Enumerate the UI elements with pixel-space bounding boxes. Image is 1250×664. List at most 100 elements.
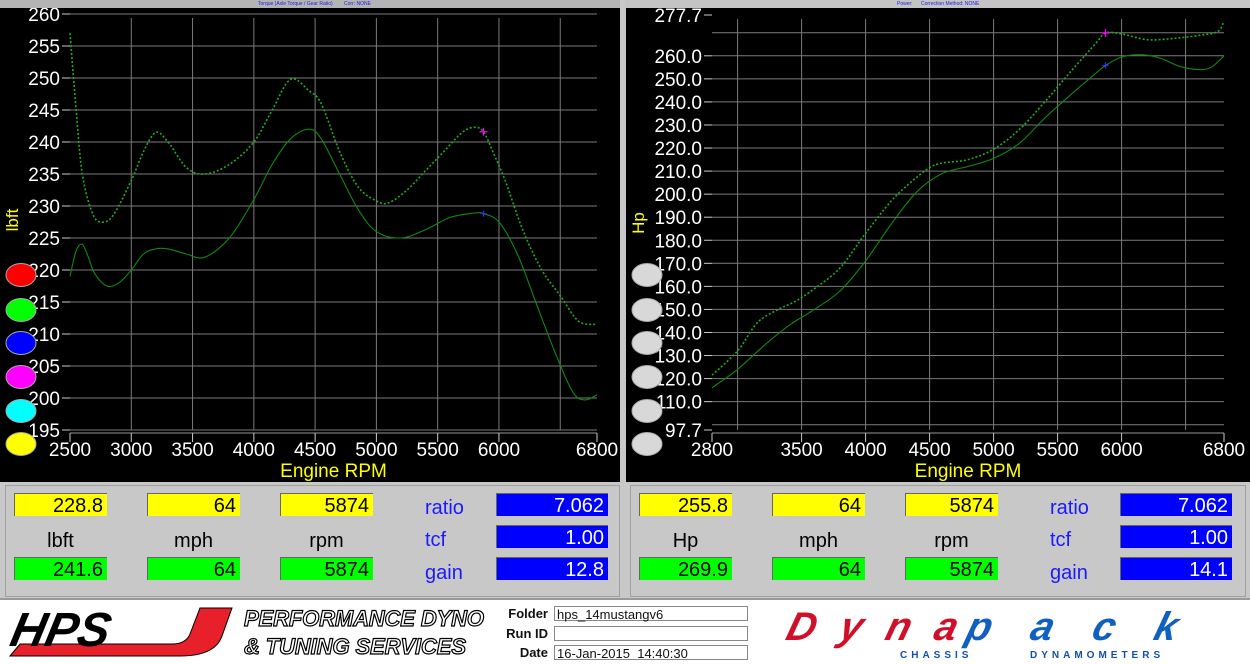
run-selector-swatch[interactable] bbox=[631, 331, 663, 355]
run-selector-swatch[interactable] bbox=[631, 263, 663, 287]
x-tick-label: 5500 bbox=[417, 440, 459, 461]
y-tick-label: 277.7 bbox=[654, 8, 702, 27]
y-tick-label: 245 bbox=[28, 101, 60, 122]
y-tick-label: 260 bbox=[28, 8, 60, 26]
x-tick-label: 3500 bbox=[171, 440, 213, 461]
power-chart[interactable]: 97.7 110.0 120.0 130.0 140.0 150.0 160.0 170.0 1… bbox=[626, 8, 1250, 482]
x-tick-label: 5500 bbox=[1036, 440, 1078, 461]
x-axis-label: Engine RPM bbox=[280, 461, 387, 482]
gain-value[interactable]: 12.8 bbox=[496, 557, 608, 581]
unit-rpm: rpm bbox=[934, 530, 969, 552]
hps-tagline-1: PERFORMANCE DYNO bbox=[244, 606, 484, 631]
y-tick-label: 240.0 bbox=[654, 93, 702, 114]
cursor-marker-max bbox=[479, 127, 488, 136]
max-mph-value: 64 bbox=[772, 557, 865, 581]
power-corr: Correction Method: NONE bbox=[921, 1, 980, 7]
run-selector-swatch[interactable] bbox=[5, 365, 37, 389]
y-axis-label: lbft bbox=[3, 208, 22, 231]
dynapack-logo: Dyna pack CHASSIS DYNAMOMETERS bbox=[785, 604, 1186, 661]
dynapack-sub-2: DYNAMOMETERS bbox=[1030, 650, 1164, 661]
y-tick-label: 130.0 bbox=[654, 347, 702, 368]
x-axis-label: Engine RPM bbox=[915, 461, 1022, 482]
gain-label: gain bbox=[1050, 562, 1088, 584]
torque-corr: Corr: NONE bbox=[344, 1, 371, 7]
unit-mph: mph bbox=[174, 530, 213, 552]
footer: HPS PERFORMANCE DYNO & TUNING SERVICES F… bbox=[0, 598, 1250, 664]
run-selector-swatch[interactable] bbox=[5, 399, 37, 423]
y-tick-label: 235 bbox=[28, 165, 60, 186]
x-tick-label: 6000 bbox=[478, 440, 520, 461]
dynapack-logo-dyna: Dyna bbox=[785, 604, 964, 649]
ratio-value[interactable]: 7.062 bbox=[1120, 493, 1232, 517]
current-power-value: 255.8 bbox=[639, 493, 732, 517]
x-tick-label: 4500 bbox=[908, 440, 950, 461]
cursor-marker-current bbox=[480, 210, 487, 217]
y-tick-label: 205 bbox=[28, 357, 60, 378]
run-selector-swatch[interactable] bbox=[631, 399, 663, 423]
max-torque-value: 241.6 bbox=[14, 557, 107, 581]
unit-rpm: rpm bbox=[309, 530, 344, 552]
max-curve bbox=[69, 33, 598, 326]
x-tick-label: 5000 bbox=[972, 440, 1014, 461]
max-rpm-value: 5874 bbox=[280, 557, 373, 581]
unit-mph: mph bbox=[799, 530, 838, 552]
y-tick-label: 195 bbox=[28, 421, 60, 442]
run-selector-swatch[interactable] bbox=[5, 298, 37, 322]
x-tick-label: 2800 bbox=[691, 440, 733, 461]
tcf-label: tcf bbox=[425, 529, 447, 551]
cursor-marker-current bbox=[1102, 62, 1109, 69]
y-tick-label: 230.0 bbox=[654, 116, 702, 137]
current-curve bbox=[711, 54, 1225, 389]
x-tick-label: 6800 bbox=[576, 440, 618, 461]
x-tick-label: 4000 bbox=[233, 440, 275, 461]
y-tick-label: 97.7 bbox=[665, 421, 702, 442]
run-selector-swatch[interactable] bbox=[5, 331, 37, 355]
current-rpm-value: 5874 bbox=[280, 493, 373, 517]
run-selector-swatch[interactable] bbox=[5, 432, 37, 456]
runid-field[interactable] bbox=[554, 626, 748, 641]
dynapack-logo-pack: pack bbox=[961, 604, 1186, 649]
ratio-label: ratio bbox=[1050, 497, 1089, 519]
run-selector-swatch[interactable] bbox=[631, 298, 663, 322]
y-tick-label: 230 bbox=[28, 197, 60, 218]
y-tick-label: 180.0 bbox=[654, 231, 702, 252]
gain-value[interactable]: 14.1 bbox=[1120, 557, 1232, 581]
y-tick-label: 220.0 bbox=[654, 139, 702, 160]
x-tick-label: 3500 bbox=[780, 440, 822, 461]
hps-tagline-2: & TUNING SERVICES bbox=[244, 634, 466, 659]
unit-hp: Hp bbox=[672, 530, 699, 552]
tcf-value[interactable]: 1.00 bbox=[496, 525, 608, 549]
ratio-label: ratio bbox=[425, 497, 464, 519]
run-selector-swatch[interactable] bbox=[631, 432, 663, 456]
run-selector-swatch[interactable] bbox=[631, 365, 663, 389]
max-curve bbox=[711, 20, 1225, 376]
torque-chart-svg: 1952002052102152202252302352402452502552… bbox=[3, 8, 618, 482]
current-rpm-value: 5874 bbox=[905, 493, 998, 517]
x-tick-label: 4500 bbox=[294, 440, 336, 461]
current-mph-value: 64 bbox=[772, 493, 865, 517]
y-tick-label: 110.0 bbox=[656, 393, 702, 414]
gain-label: gain bbox=[425, 562, 463, 584]
y-tick-label: 150.0 bbox=[654, 300, 702, 321]
y-tick-label: 200 bbox=[28, 389, 60, 410]
y-tick-label: 140.0 bbox=[654, 323, 702, 344]
current-curve bbox=[69, 128, 598, 401]
x-tick-label: 2500 bbox=[49, 440, 91, 461]
y-tick-label: 120.0 bbox=[654, 370, 702, 391]
ratio-value[interactable]: 7.062 bbox=[496, 493, 608, 517]
torque-title: Torque (Axle Torque / Gear Ratio) bbox=[258, 1, 333, 7]
y-tick-label: 160.0 bbox=[654, 277, 702, 298]
tcf-value[interactable]: 1.00 bbox=[1120, 525, 1232, 549]
date-field[interactable]: 16-Jan-2015 14:40:30 bbox=[554, 645, 748, 661]
folder-field[interactable]: hps_14mustangv6 bbox=[554, 606, 748, 622]
y-tick-label: 170.0 bbox=[654, 254, 702, 275]
y-tick-label: 250.0 bbox=[654, 70, 702, 91]
run-selector-swatch[interactable] bbox=[5, 263, 37, 287]
y-tick-label: 200.0 bbox=[654, 185, 702, 206]
date-label: Date bbox=[519, 645, 548, 660]
x-tick-label: 4000 bbox=[844, 440, 886, 461]
y-tick-label: 260.0 bbox=[654, 47, 702, 68]
tcf-label: tcf bbox=[1050, 529, 1072, 551]
torque-chart[interactable]: 195 200 205 210 215 220 225 230 235 240 245 250 255 2… bbox=[0, 8, 620, 482]
